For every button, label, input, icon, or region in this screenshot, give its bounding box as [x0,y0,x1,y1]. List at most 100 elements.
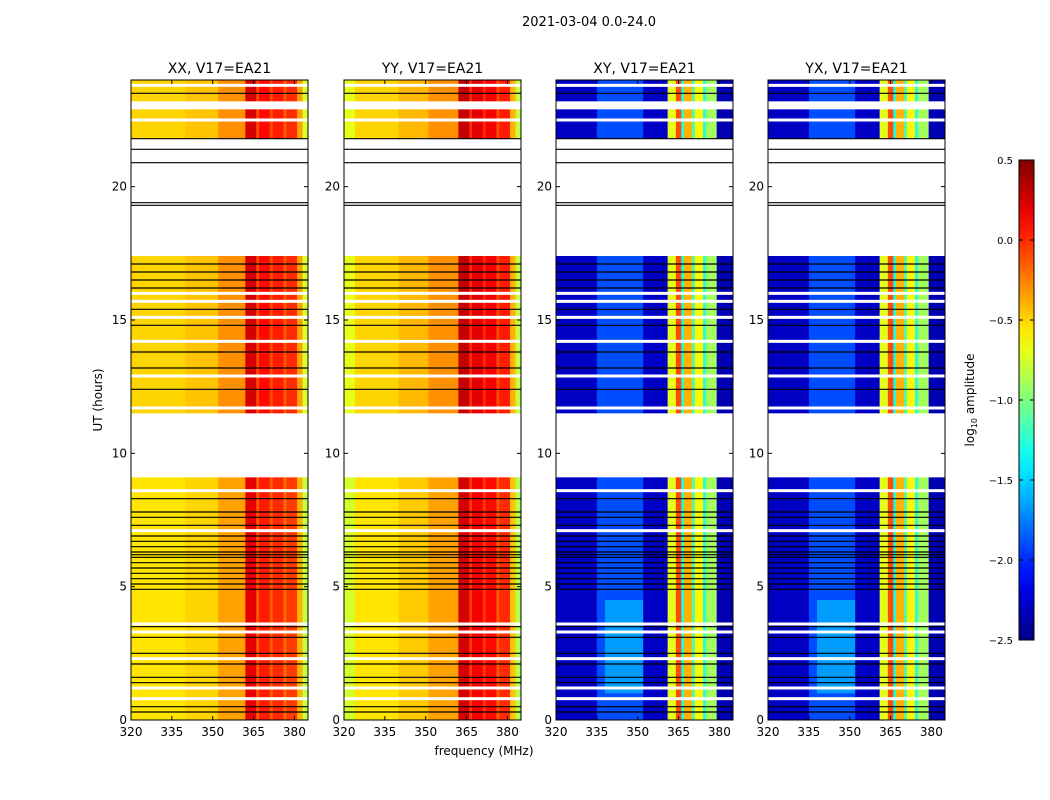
flagged-row [344,315,521,319]
heatmap-cell [692,109,696,139]
heatmap-cell [428,477,459,720]
heatmap-cell [302,80,309,102]
heatmap-cell [675,256,682,414]
flagged-row [344,529,521,533]
flagged-row [344,374,521,378]
y-tick-label: 10 [325,446,340,460]
heatmap-cell [675,80,682,102]
heatmap-cell [354,477,399,720]
heatmap-cell [286,109,298,139]
heatmap-cell [458,80,470,102]
heatmap-cell [667,109,677,139]
heatmap-cell [667,477,677,720]
flagged-row [768,315,945,319]
panel-title: XY, V17=EA21 [593,61,695,77]
colorbar-label-sub: 10 [970,418,979,428]
heatmap-cell [428,256,459,414]
x-tick-label: 365 [879,725,902,739]
heatmap-cell [716,256,734,414]
heatmap-cell [515,80,522,102]
flagged-row [131,657,308,661]
heatmap-cell [471,109,484,139]
heatmap-cell [185,109,219,139]
heatmap-cell [643,256,668,414]
x-tick-label: 335 [585,725,608,739]
heatmap-cell [496,477,500,720]
heatmap-cell [904,109,908,139]
heatmap-cell [808,80,856,102]
heatmap-cell [302,109,309,139]
flagged-row [556,299,733,303]
y-tick-label: 5 [119,580,127,594]
heatmap-cell [694,109,704,139]
heatmap-cell [692,256,696,414]
heatmap-cell [185,477,219,720]
flagged-row [556,339,733,343]
heatmap-cell [904,477,908,720]
flagged-row [768,489,945,493]
heatmap-cell [879,477,889,720]
heatmap-cell [471,256,484,414]
heatmap-cell [643,80,668,102]
flagged-row [344,118,521,122]
heatmap-cell [681,80,685,102]
flagged-row [768,630,945,634]
heatmap-cell [716,477,734,720]
panel-yx: YX, V17=EA21 320 335 350 365 380 0 5 10 15 20 [749,61,946,739]
heatmap-cell [694,477,704,720]
flagged-row [344,299,521,303]
heatmap-cell [904,80,908,102]
heatmap-cell [667,256,677,414]
heatmap-cell [643,477,668,720]
heatmap-cell [681,256,685,414]
heatmap-cell [510,477,516,720]
y-tick-label: 20 [537,180,552,194]
y-tick-label: 5 [332,580,340,594]
heatmap-cell [286,256,298,414]
heatmap-cell [428,109,459,139]
heatmap-cell [887,256,894,414]
heatmap-cell [297,256,303,414]
y-tick-label: 10 [537,446,552,460]
heatmap-cell [354,109,399,139]
flagged-row [768,529,945,533]
heatmap-cell [131,80,186,102]
heatmap-cell [928,256,946,414]
y-tick-label: 5 [756,580,764,594]
heatmap-cell [354,256,399,414]
heatmap-cell [895,256,905,414]
heatmap-cell [302,256,309,414]
x-tick-label: 380 [708,725,731,739]
y-axis-label: UT (hours) [91,368,105,431]
flagged-row [556,489,733,493]
colorbar: log10 amplitude 0.5 0.0 −0.5 −1.0 −1.5 −2.0 −2… [963,156,1035,647]
heatmap-cell [272,109,284,139]
heatmap-cell [398,477,429,720]
heatmap-cell [469,477,473,720]
heatmap-cell [269,109,273,139]
heatmap-cell [218,256,246,414]
heatmap-cell [283,109,287,139]
flagged-row [768,291,945,295]
axes-frame [130,79,309,721]
heatmap-cell [245,109,257,139]
heatmap-cell [496,109,500,139]
flagged-row [556,622,733,626]
x-tick-label: 350 [626,725,649,739]
heatmap-cell [302,477,309,720]
panel-xy: XY, V17=EA21 320 335 350 365 380 0 5 10 15 20 [537,61,734,739]
heatmap-cell [893,256,897,414]
heatmap-cell [499,256,511,414]
heatmap-cell [716,109,734,139]
heatmap-cell [344,80,356,102]
flagged-row [344,489,521,493]
heatmap-blob [605,600,644,694]
heatmap-cell [485,109,497,139]
y-tick-label: 5 [544,580,552,594]
heatmap-cell [218,477,246,720]
heatmap-cell [895,109,905,139]
y-tick-label: 20 [749,180,764,194]
x-tick-label: 320 [333,725,356,739]
flagged-row [131,697,308,701]
y-tick-label: 0 [332,713,340,727]
